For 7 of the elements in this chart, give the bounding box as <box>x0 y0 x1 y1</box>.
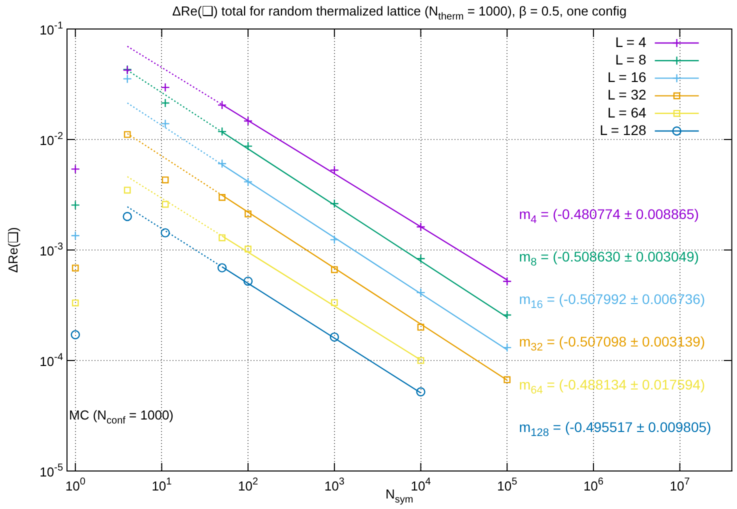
y-axis-title: ΔRe(❑) <box>6 227 21 273</box>
legend-label: L = 16 <box>607 69 646 86</box>
legend-label: L = 4 <box>615 34 646 50</box>
legend-label: L = 64 <box>607 104 646 120</box>
legend-label: L = 128 <box>600 122 646 138</box>
legend-label: L = 8 <box>615 51 646 68</box>
legend-label: L = 32 <box>607 86 646 103</box>
